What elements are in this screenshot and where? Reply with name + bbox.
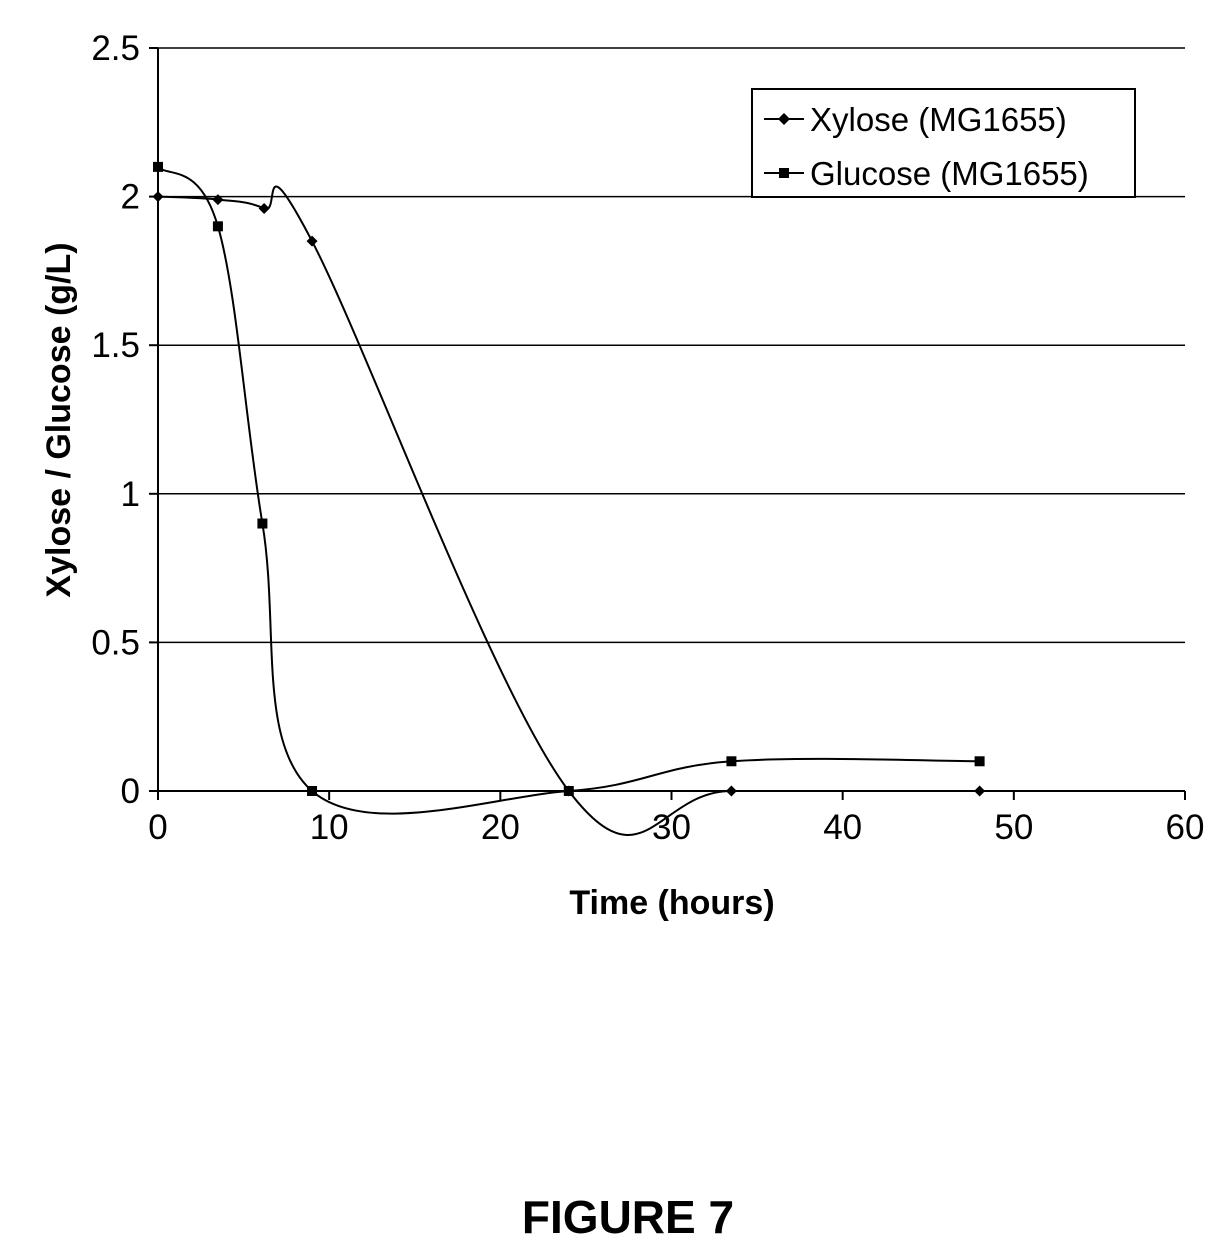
data-point-glucose (975, 756, 985, 766)
y-axis-title: Xylose / Glucose (g/L) (40, 242, 78, 597)
series-group (153, 162, 986, 835)
x-tick-label: 10 (310, 808, 349, 847)
figure-caption: FIGURE 7 (522, 1191, 734, 1243)
data-point-xylose (974, 786, 985, 797)
data-point-xylose (259, 203, 270, 214)
data-point-xylose (153, 191, 164, 202)
data-point-xylose (726, 786, 737, 797)
y-tick-label: 0 (121, 772, 140, 811)
data-point-glucose (153, 162, 163, 172)
x-axis-title: Time (hours) (569, 884, 774, 922)
legend: Xylose (MG1655) Glucose (MG1655) (752, 89, 1135, 197)
data-point-xylose (307, 236, 318, 247)
series-line-1 (158, 167, 980, 814)
y-tick-label: 0.5 (91, 623, 140, 662)
x-tick-label: 50 (994, 808, 1033, 847)
y-tick-label: 1.5 (91, 326, 140, 365)
y-tick-labels: 0 0.5 1 1.5 2 2.5 (91, 29, 140, 811)
data-point-glucose (726, 756, 736, 766)
legend-label-xylose: Xylose (MG1655) (810, 101, 1067, 138)
x-tick-label: 20 (481, 808, 520, 847)
series-1 (153, 162, 985, 814)
series-0 (153, 187, 986, 835)
x-tick-label: 60 (1166, 808, 1205, 847)
legend-label-glucose: Glucose (MG1655) (810, 155, 1089, 192)
y-tick-label: 2 (121, 178, 140, 217)
data-point-glucose (213, 221, 223, 231)
data-point-glucose (257, 519, 267, 529)
x-tick-label: 0 (148, 808, 167, 847)
data-point-xylose (212, 194, 223, 205)
data-point-glucose (564, 786, 574, 796)
x-tick-label: 40 (823, 808, 862, 847)
y-tick-label: 1 (121, 475, 140, 514)
y-tick-label: 2.5 (91, 29, 140, 68)
x-tick-labels: 0102030405060 (148, 808, 1204, 847)
legend-marker-square (779, 168, 789, 178)
data-point-glucose (307, 786, 317, 796)
